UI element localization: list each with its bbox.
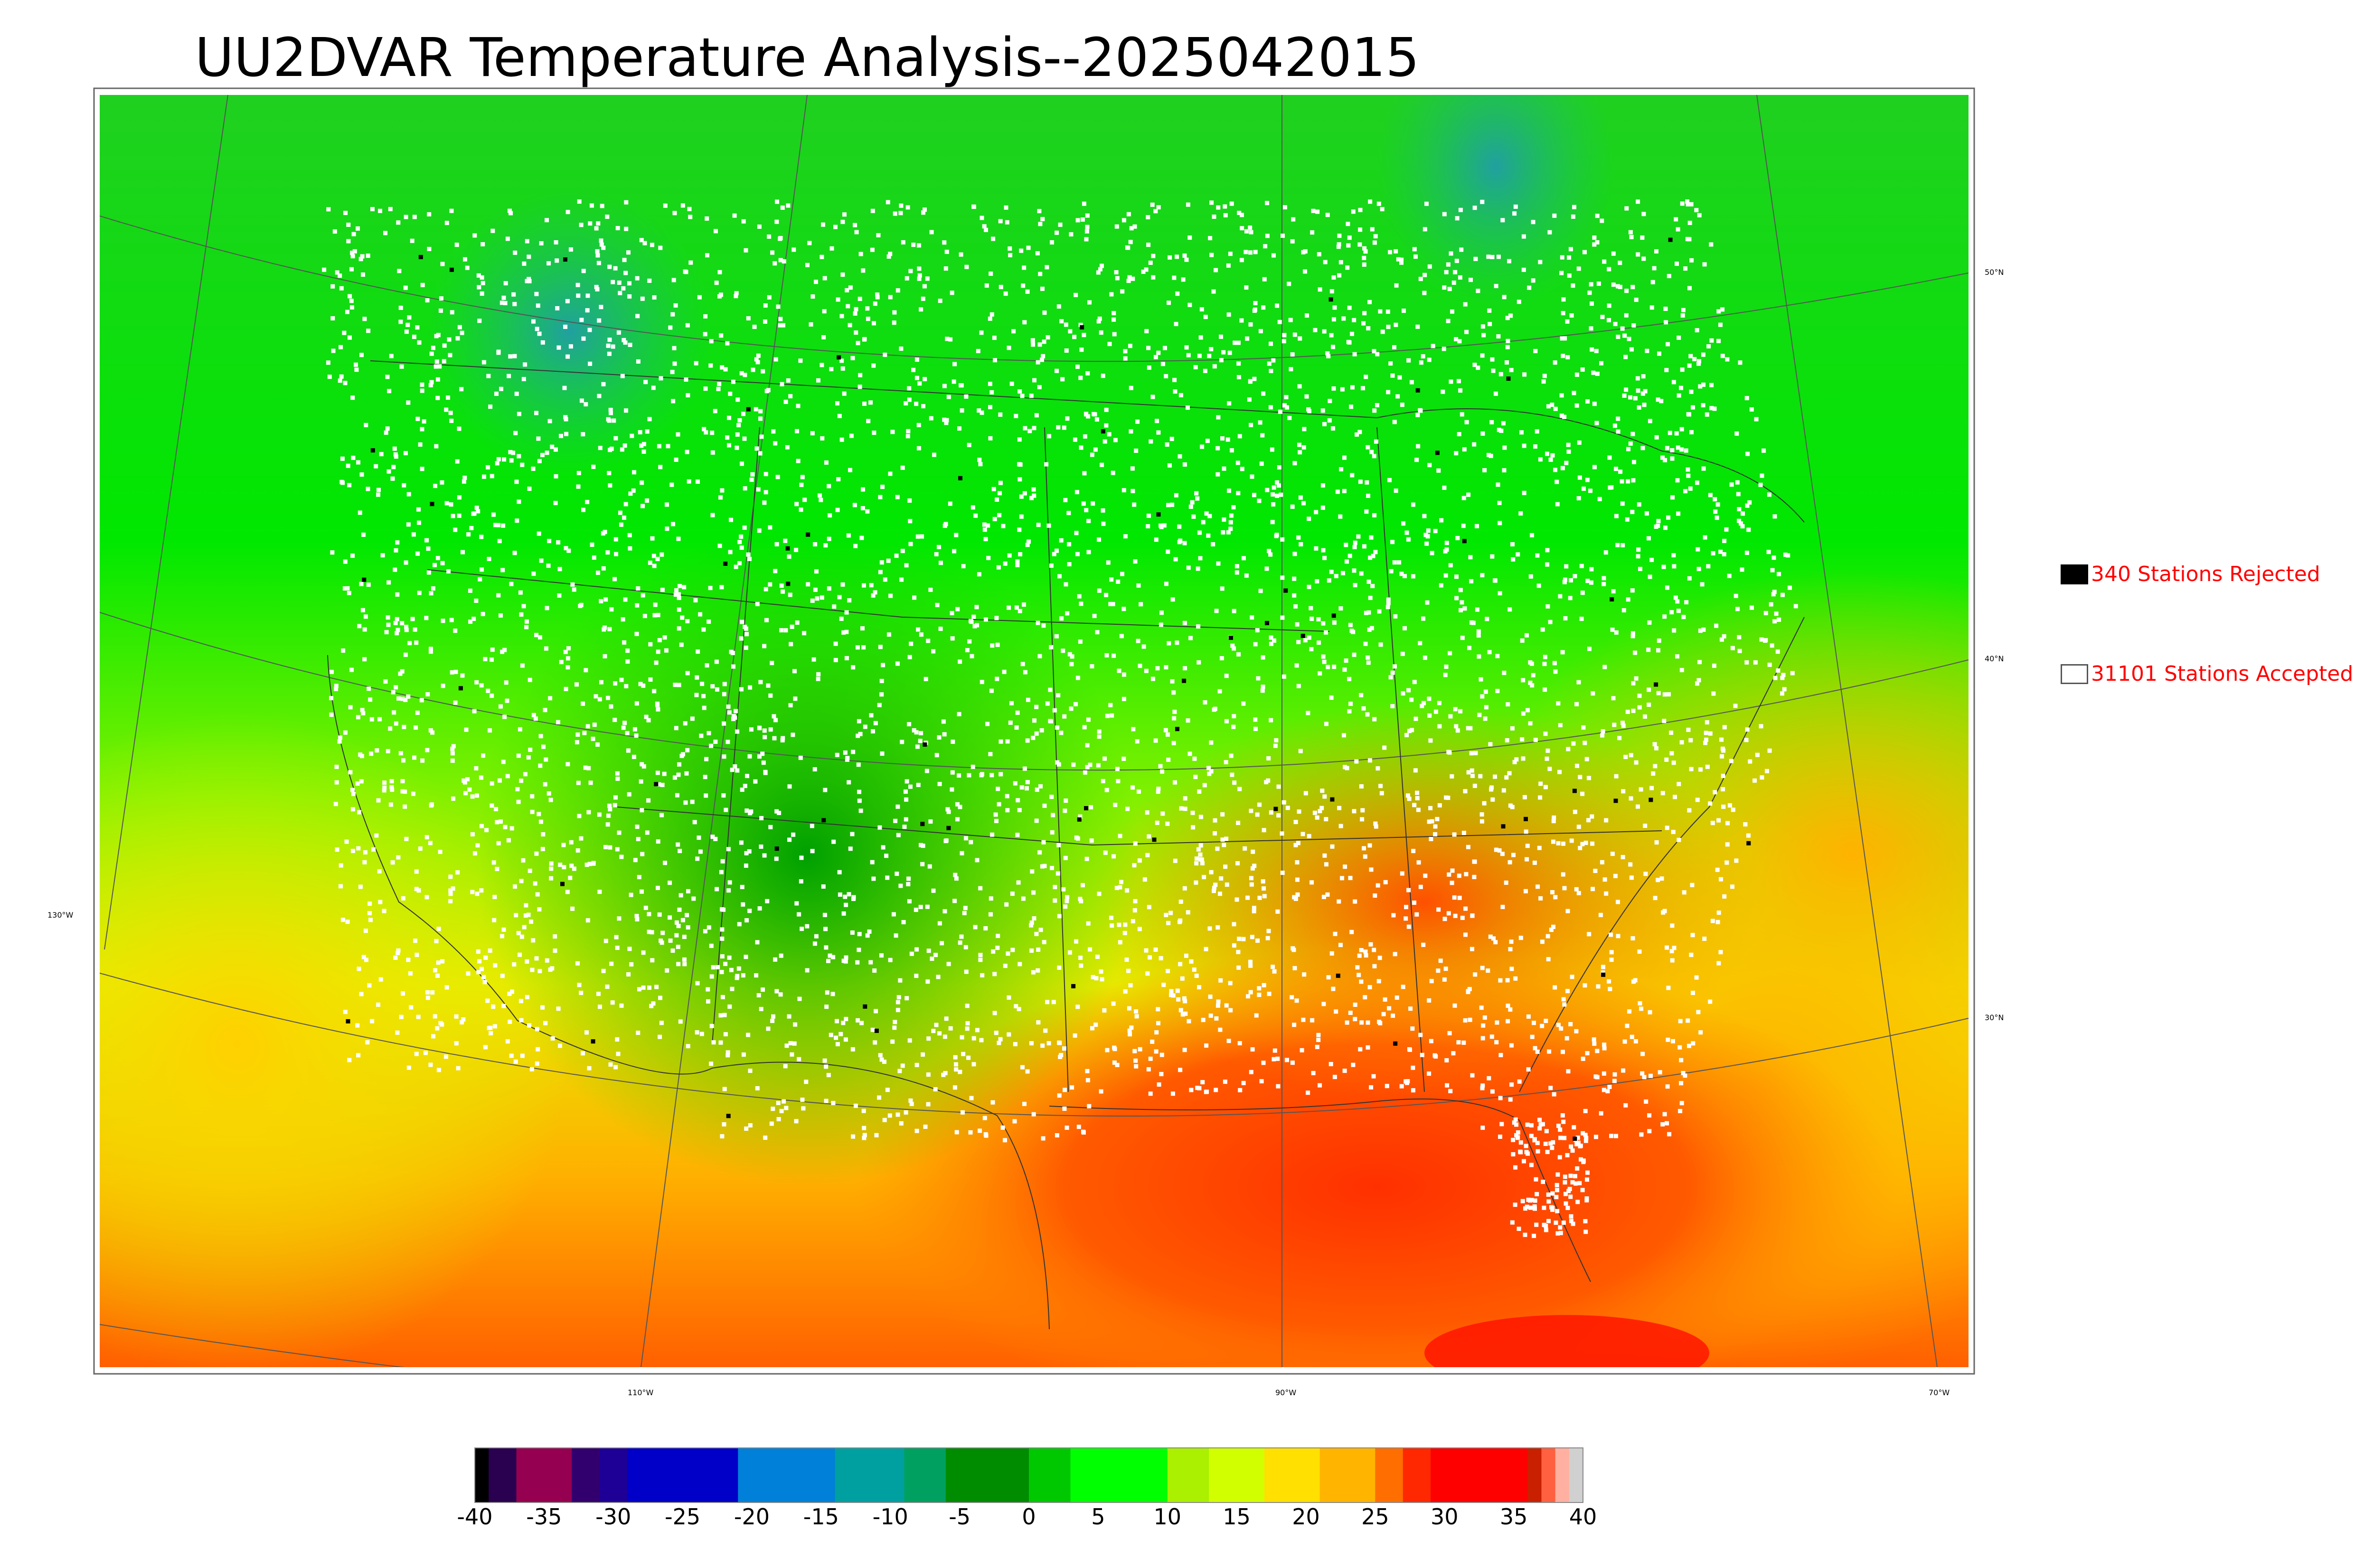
map-frame bbox=[93, 87, 1975, 1375]
lon-label-90w: 90°W bbox=[1275, 1388, 1297, 1397]
colorbar-tick-label: -10 bbox=[872, 1504, 908, 1530]
rejected-label: 340 Stations Rejected bbox=[2091, 562, 2320, 586]
lat-label-30n: 30°N bbox=[1985, 1013, 2004, 1022]
colorbar-bin bbox=[904, 1448, 946, 1502]
colorbar-bin bbox=[475, 1448, 489, 1502]
colorbar-bin bbox=[1319, 1448, 1375, 1502]
temperature-field bbox=[100, 95, 1969, 1367]
legend-rejected: 340 Stations Rejected bbox=[2061, 564, 2320, 585]
colorbar-tick-label: -35 bbox=[526, 1504, 562, 1530]
colorbar-tick-label: -25 bbox=[665, 1504, 701, 1530]
lon-label-110w: 110°W bbox=[628, 1388, 654, 1397]
rejected-stations bbox=[346, 237, 1751, 1141]
colorbar-bin bbox=[516, 1448, 572, 1502]
colorbar-bin bbox=[1431, 1448, 1528, 1502]
colorbar-bin bbox=[945, 1448, 1029, 1502]
colorbar-bin bbox=[1264, 1448, 1320, 1502]
colorbar-tick-label: -15 bbox=[803, 1504, 839, 1530]
colorbar-bin bbox=[627, 1448, 738, 1502]
colorbar-tick-label: 0 bbox=[1022, 1504, 1036, 1530]
colorbar-bin bbox=[1070, 1448, 1168, 1502]
colorbar-tick-label: -30 bbox=[595, 1504, 631, 1530]
colorbar-tick-label: 20 bbox=[1292, 1504, 1320, 1530]
colorbar-bin bbox=[1527, 1448, 1542, 1502]
accepted-label: 31101 Stations Accepted bbox=[2091, 662, 2354, 686]
colorbar-tick-label: 10 bbox=[1153, 1504, 1182, 1530]
colorbar-tick-label: -5 bbox=[949, 1504, 971, 1530]
colorbar-bin bbox=[599, 1448, 628, 1502]
lat-label-40n: 40°N bbox=[1985, 654, 2004, 663]
colorbar-bin bbox=[1167, 1448, 1209, 1502]
colorbar-bin bbox=[572, 1448, 600, 1502]
colorbar-tick-label: 30 bbox=[1430, 1504, 1459, 1530]
colorbar-tick-label: 25 bbox=[1361, 1504, 1389, 1530]
accepted-stations bbox=[322, 199, 1798, 1238]
colorbar-tick-label: -20 bbox=[734, 1504, 770, 1530]
map-title: UU2DVAR Temperature Analysis--2025042015 bbox=[195, 27, 1420, 89]
rejected-swatch bbox=[2061, 564, 2088, 584]
colorbar-bin bbox=[738, 1448, 836, 1502]
lon-label-130w: 130°W bbox=[47, 911, 74, 920]
colorbar-bin bbox=[1541, 1448, 1556, 1502]
colorbar-tick-label: -40 bbox=[457, 1504, 493, 1530]
colorbar-bin bbox=[1375, 1448, 1404, 1502]
colorbar-outline bbox=[474, 1447, 1583, 1503]
colorbar-tick-label: 15 bbox=[1223, 1504, 1251, 1530]
accepted-swatch bbox=[2061, 664, 2088, 684]
colorbar-bin bbox=[1209, 1448, 1265, 1502]
colorbar-bin bbox=[835, 1448, 904, 1502]
colorbar bbox=[475, 1448, 1583, 1502]
lon-label-70w: 70°W bbox=[1929, 1388, 1950, 1397]
colorbar-tick-label: 40 bbox=[1569, 1504, 1597, 1530]
colorbar-bin bbox=[1403, 1448, 1431, 1502]
colorbar-bin bbox=[489, 1448, 517, 1502]
colorbar-tick-label: 35 bbox=[1499, 1504, 1528, 1530]
station-markers bbox=[322, 199, 1798, 1238]
lat-label-50n: 50°N bbox=[1985, 268, 2004, 277]
colorbar-bin bbox=[1569, 1448, 1583, 1502]
colorbar-tick-label: 5 bbox=[1091, 1504, 1105, 1530]
colorbar-bin bbox=[1555, 1448, 1570, 1502]
legend-accepted: 31101 Stations Accepted bbox=[2061, 664, 2353, 685]
colorbar-bin bbox=[1029, 1448, 1071, 1502]
